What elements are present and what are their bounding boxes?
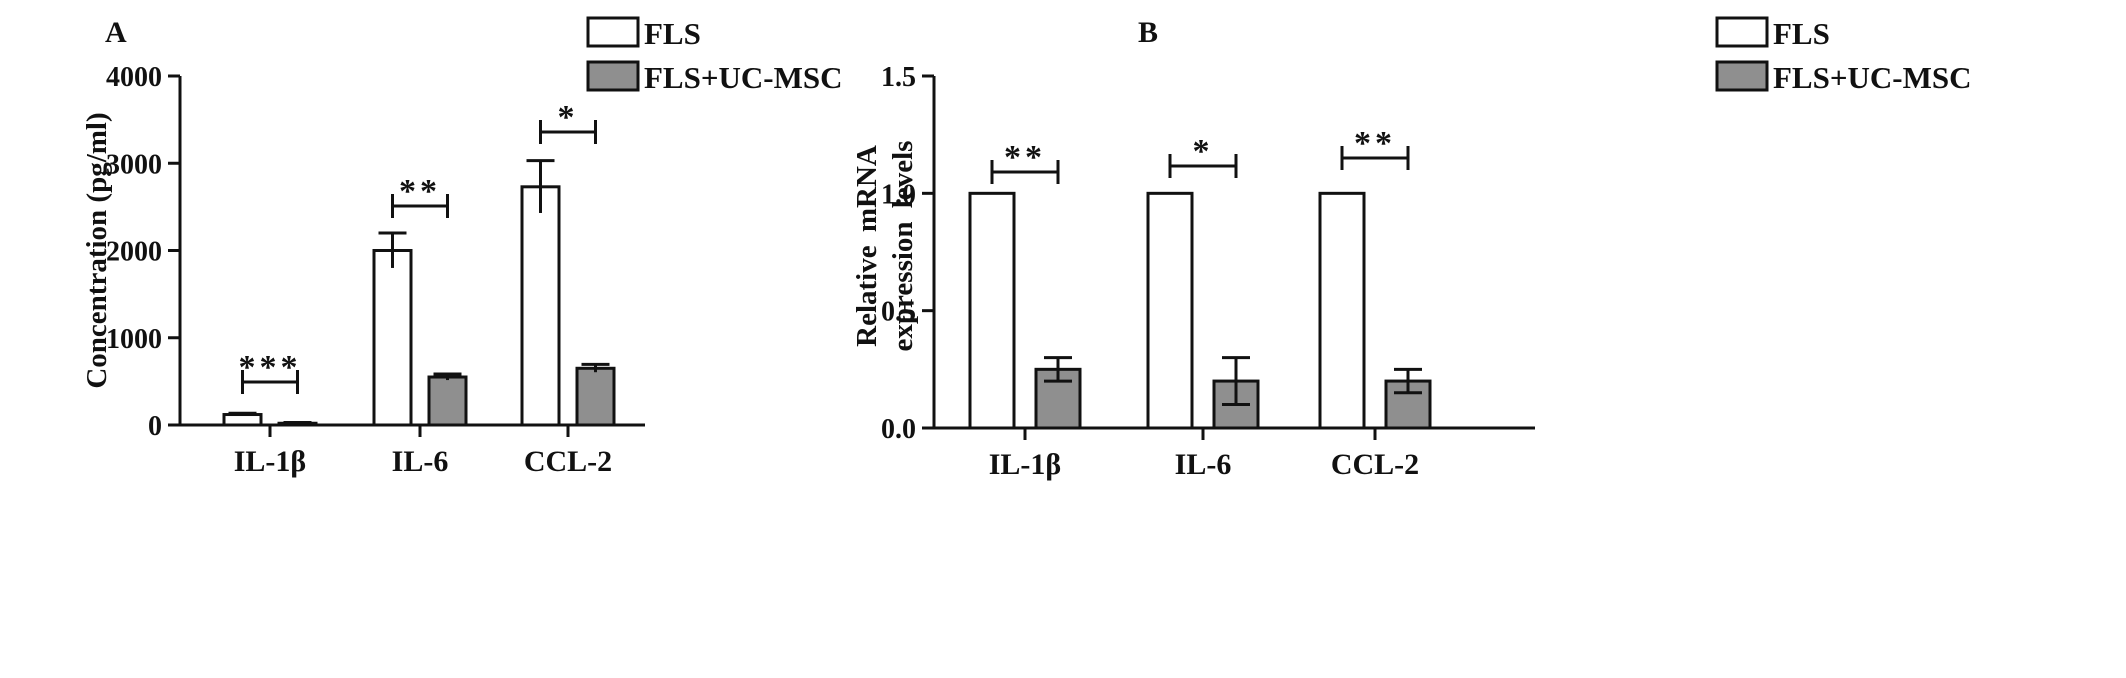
y-tick-label: 3000 — [106, 149, 162, 180]
legend-label: FLS — [644, 16, 701, 51]
y-axis-label: Relative mRNA — [851, 145, 883, 347]
y-tick-label: 0.5 — [881, 297, 916, 328]
x-tick-label: CCL-2 — [524, 445, 612, 478]
bar-fls — [520, 185, 561, 427]
bar-fls — [1146, 191, 1194, 430]
significance-stars: *** — [239, 349, 302, 386]
y-tick-label: 0.0 — [881, 414, 916, 445]
bar-fls — [372, 249, 413, 427]
x-tick-label: IL-1β — [234, 445, 306, 478]
significance-stars: * — [1193, 133, 1214, 170]
y-tick-label: 1.0 — [881, 179, 916, 210]
x-tick-label: CCL-2 — [1331, 448, 1419, 481]
y-axis-label: expression levels — [887, 141, 919, 352]
panel-label: B — [1138, 16, 1158, 49]
significance-stars: * — [558, 99, 579, 136]
y-tick-label: 1000 — [106, 324, 162, 355]
bar-fls — [1318, 191, 1366, 430]
bar-fls — [968, 191, 1016, 430]
x-tick-label: IL-1β — [989, 448, 1061, 481]
legend-swatch-fls — [586, 16, 640, 48]
bar-fls-ucmsc — [1034, 367, 1082, 430]
panel-label: A — [105, 16, 127, 49]
legend-label: FLS+UC-MSC — [644, 60, 843, 95]
panel-a: A 0 1000 2000 3000 4000 Concentration (pg/ml) I… — [81, 16, 843, 478]
significance-stars: ** — [1004, 139, 1046, 176]
legend-label: FLS — [1773, 16, 1830, 51]
significance-stars: ** — [399, 173, 441, 210]
legend-swatch-fls-ucmsc — [586, 60, 640, 92]
y-tick-label: 4000 — [106, 62, 162, 93]
y-tick-label: 2000 — [106, 237, 162, 268]
legend-swatch-fls — [1715, 16, 1769, 48]
bar-fls-ucmsc — [427, 375, 468, 427]
x-tick-label: IL-6 — [392, 445, 449, 478]
legend-swatch-fls-ucmsc — [1715, 60, 1769, 92]
y-tick-label: 1.5 — [881, 62, 916, 93]
bar-fls-ucmsc — [575, 366, 616, 427]
y-tick-label: 0 — [148, 411, 162, 442]
legend-label: FLS+UC-MSC — [1773, 60, 1972, 95]
bar-fls — [222, 413, 263, 427]
x-tick-label: IL-6 — [1175, 448, 1232, 481]
significance-stars: ** — [1354, 125, 1396, 162]
panel-b: B 0.0 0.5 1.0 1.5 Relative mRNA expression lev… — [851, 16, 1972, 481]
y-axis-label: Concentration (pg/ml) — [81, 112, 113, 388]
